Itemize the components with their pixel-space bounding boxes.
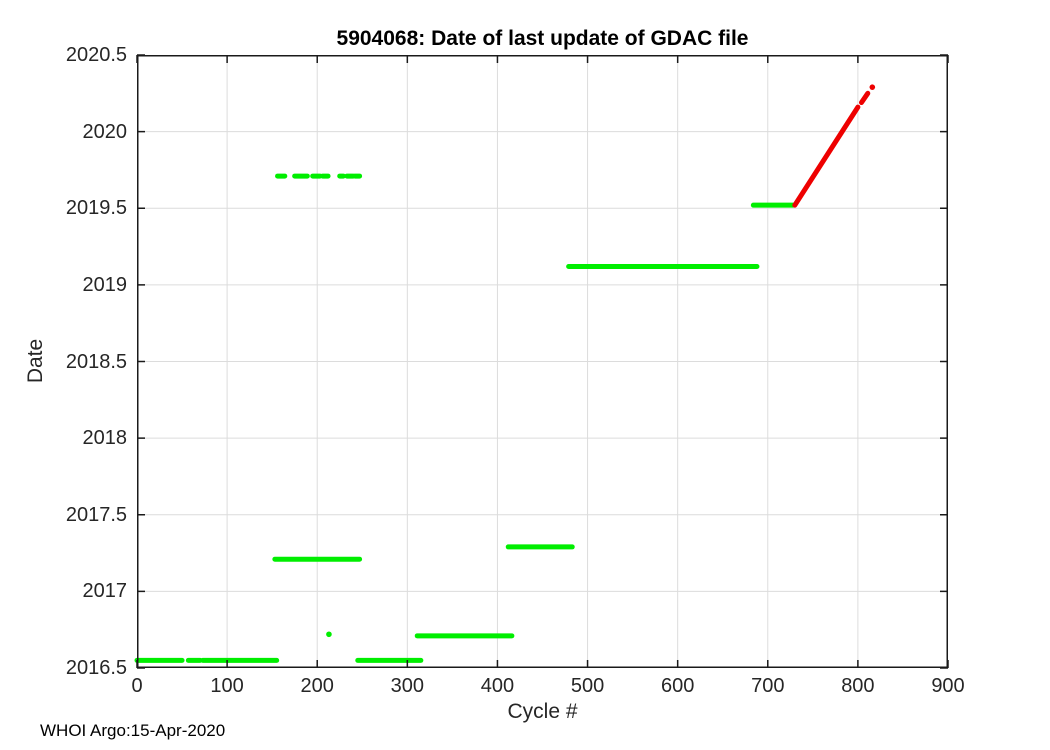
x-tick-label: 900 — [931, 675, 965, 697]
x-tick-label: 200 — [300, 675, 334, 697]
recent-update-trend-red-segment — [792, 104, 861, 208]
y-tick-label: 2019.5 — [65, 197, 127, 220]
plot-area — [134, 54, 949, 669]
chart-title: 5904068: Date of last update of GDAC fil… — [336, 27, 749, 50]
x-tick-label: 800 — [841, 675, 875, 697]
x-tick-label: 0 — [131, 675, 143, 697]
gdac-update-date-green-point — [326, 631, 332, 638]
x-tick-label: 500 — [570, 675, 605, 697]
y-tick-label: 2020 — [82, 120, 128, 143]
axes-frame — [137, 55, 948, 668]
y-tick-label: 2020.5 — [65, 44, 127, 66]
recent-update-trend-red-segment — [858, 90, 871, 106]
y-tick-label: 2019 — [82, 273, 128, 296]
y-tick-label: 2018 — [82, 427, 128, 450]
credit-text: WHOI Argo:15-Apr-2020 — [40, 721, 226, 740]
recent-update-trend-red-point — [869, 84, 876, 90]
x-tick-label: 300 — [390, 675, 425, 697]
y-tick-label: 2016.5 — [65, 657, 127, 679]
x-axis-label: Cycle # — [507, 700, 578, 723]
y-tick-label: 2017.5 — [65, 503, 127, 526]
x-tick-label: 700 — [751, 675, 785, 697]
x-tick-label: 100 — [210, 675, 244, 697]
y-tick-label: 2017 — [82, 580, 128, 603]
x-tick-label: 600 — [660, 675, 695, 697]
x-tick-label: 400 — [480, 675, 515, 697]
y-tick-label: 2018.5 — [65, 350, 127, 373]
